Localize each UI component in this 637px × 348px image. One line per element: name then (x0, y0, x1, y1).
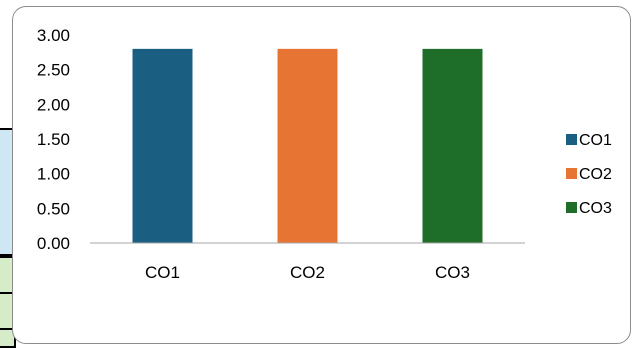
x-tick-label: CO3 (435, 263, 470, 282)
y-tick-label: 0.50 (37, 199, 70, 218)
y-tick-label: 0.00 (37, 234, 70, 253)
y-tick-label: 1.50 (37, 130, 70, 149)
legend-swatch-co3 (566, 202, 577, 213)
x-tick-label: CO1 (145, 263, 180, 282)
x-tick-label: CO2 (290, 263, 325, 282)
bar-co3[interactable] (422, 48, 483, 243)
legend-label-co3: CO3 (579, 200, 612, 217)
y-tick-label: 2.00 (37, 95, 70, 114)
y-tick-label: 1.00 (37, 165, 70, 184)
bar-co2[interactable] (277, 48, 338, 243)
y-tick-label: 2.50 (37, 61, 70, 80)
legend-swatch-co1 (566, 134, 577, 145)
bar-co1[interactable] (132, 48, 193, 243)
legend-label-co2: CO2 (579, 166, 612, 183)
bar-chart: 0.00 0.50 1.00 1.50 2.00 2.50 3.00 CO1 CO2 CO3 C… (37, 26, 612, 282)
legend-label-co1: CO1 (579, 132, 612, 149)
legend-swatch-co2 (566, 168, 577, 179)
y-tick-label: 3.00 (37, 26, 70, 45)
